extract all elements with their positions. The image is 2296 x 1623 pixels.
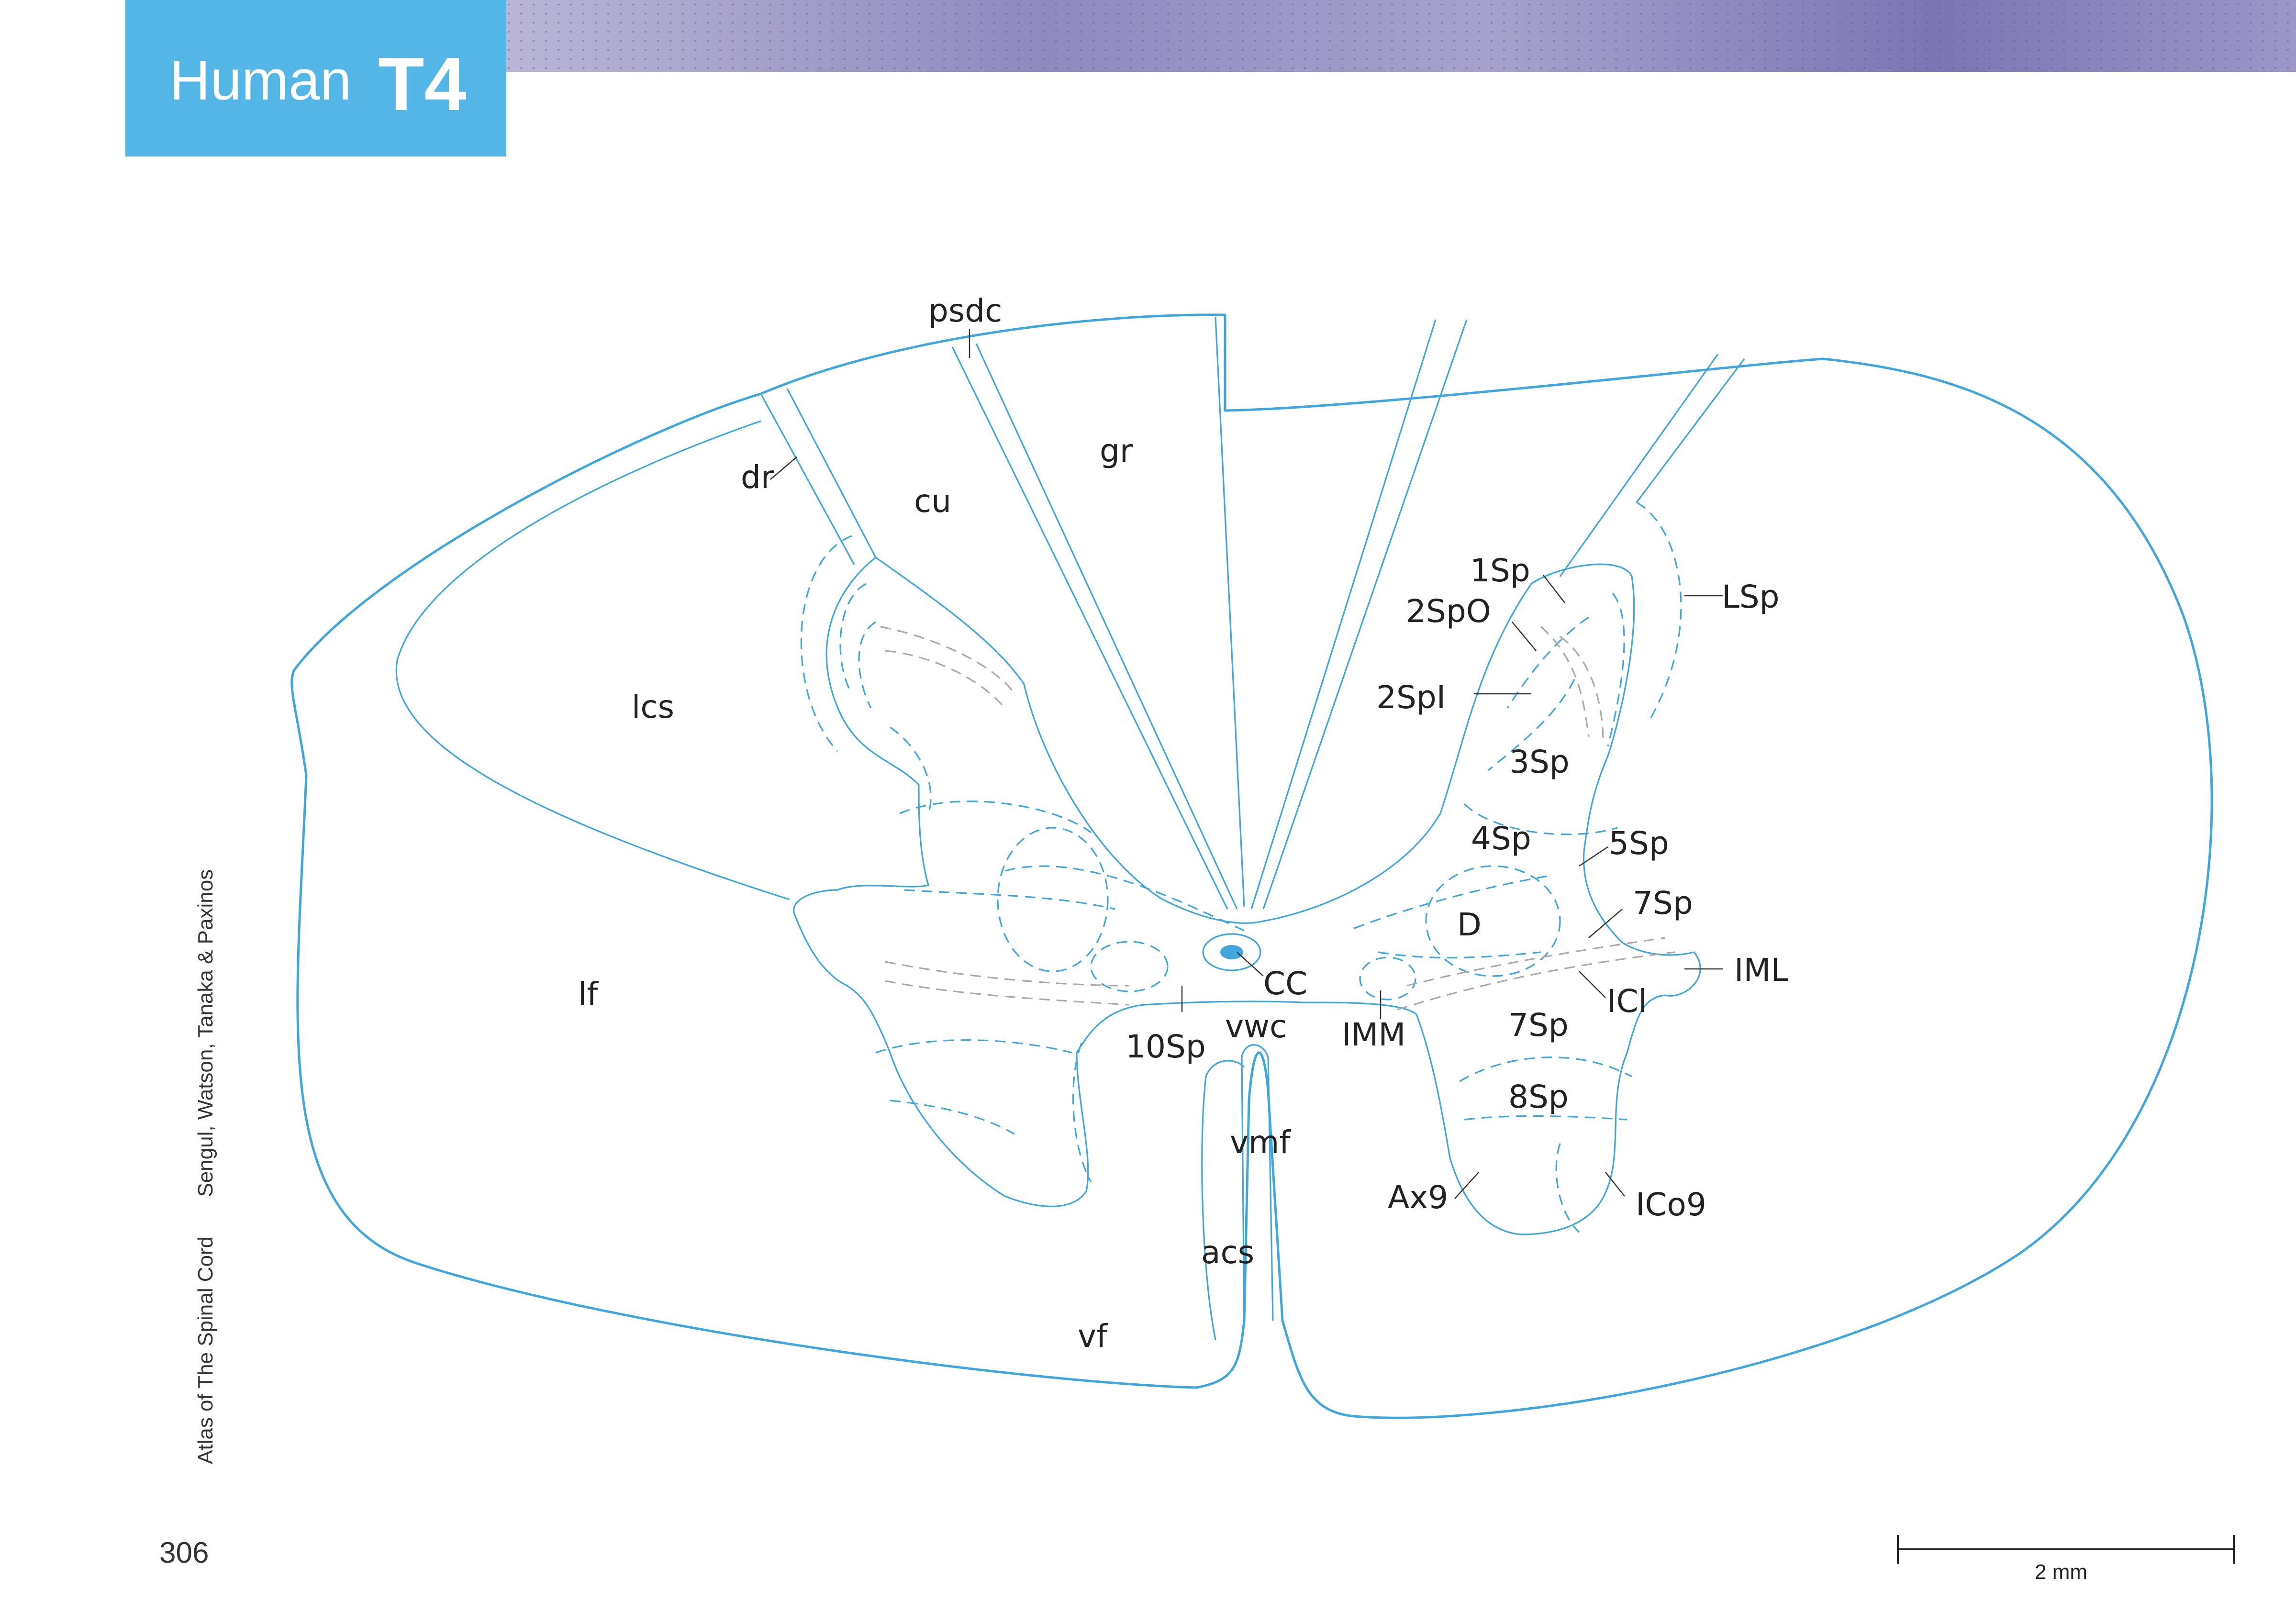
label-10sp: 10Sp bbox=[1126, 1028, 1206, 1065]
central-canal bbox=[1220, 945, 1243, 959]
label-4sp: 4Sp bbox=[1471, 820, 1531, 857]
dorsal-median-septum bbox=[1215, 317, 1245, 907]
label-5sp: 5Sp bbox=[1609, 825, 1669, 862]
nucleus-imm bbox=[1359, 956, 1416, 1000]
gray-boundary-right bbox=[1397, 626, 1675, 1011]
nucleus-left-d bbox=[997, 827, 1109, 972]
label-cu: cu bbox=[914, 483, 951, 520]
label-3sp: 3Sp bbox=[1509, 744, 1570, 780]
label-gr: gr bbox=[1100, 433, 1133, 469]
header-level: T4 bbox=[378, 42, 467, 126]
label-acs: acs bbox=[1201, 1234, 1254, 1271]
label-2spi: 2SpI bbox=[1376, 679, 1446, 716]
label-lf: lf bbox=[578, 976, 599, 1012]
label-dr: dr bbox=[741, 459, 774, 496]
label-psdc: psdc bbox=[928, 292, 1002, 329]
label-2spo: 2SpO bbox=[1406, 593, 1491, 630]
label-lsp: LSp bbox=[1722, 578, 1780, 615]
gr-cu-boundary-a bbox=[951, 346, 1228, 910]
label-lcs: lcs bbox=[632, 689, 674, 725]
label-imm: IMM bbox=[1342, 1016, 1405, 1053]
nucleus-10sp bbox=[1090, 941, 1169, 992]
label-8sp: 8Sp bbox=[1508, 1078, 1569, 1115]
ventral-median-fissure bbox=[1241, 1044, 1274, 1321]
right-gr-boundary-b bbox=[1262, 319, 1468, 910]
left-dorsal-root-a bbox=[760, 393, 855, 565]
label-ax9: Ax9 bbox=[1388, 1179, 1448, 1216]
right-dorsal-root-a bbox=[1559, 354, 1719, 577]
label-vf: vf bbox=[1078, 1318, 1108, 1355]
label-7sp-lower: 7Sp bbox=[1508, 1007, 1569, 1044]
label-d: D bbox=[1457, 906, 1482, 943]
histology-photo-strip bbox=[502, 0, 2296, 72]
gray-boundary-left bbox=[880, 626, 1130, 1006]
right-dorsal-root-b bbox=[1636, 358, 1745, 503]
vertical-credits: Atlas of The Spinal Cord Sengul, Watson,… bbox=[194, 836, 218, 1464]
header-species: Human bbox=[169, 49, 352, 112]
lcs-boundary bbox=[395, 420, 790, 900]
grey-matter-outline bbox=[793, 556, 1701, 1235]
authors: Sengul, Watson, Tanaka & Paxinos bbox=[194, 869, 217, 1197]
label-ico9: ICo9 bbox=[1636, 1186, 1706, 1223]
label-cc: CC bbox=[1263, 965, 1307, 1002]
lamina-boundaries-right bbox=[1354, 501, 1682, 1233]
book-title: Atlas of The Spinal Cord bbox=[194, 1236, 217, 1464]
nucleus-d bbox=[1425, 865, 1561, 977]
label-iml: IML bbox=[1734, 952, 1788, 989]
scale-bar: 2 mm bbox=[1897, 1535, 2235, 1584]
cord-outline bbox=[290, 313, 2213, 1419]
label-vwc: vwc bbox=[1225, 1008, 1287, 1045]
lamina-boundaries-left bbox=[800, 535, 1245, 1182]
label-vmf: vmf bbox=[1230, 1124, 1291, 1161]
page-number: 306 bbox=[159, 1536, 209, 1569]
label-7sp-upper: 7Sp bbox=[1633, 885, 1693, 922]
gr-cu-boundary-b bbox=[975, 343, 1238, 910]
page-header-box: Human T4 bbox=[125, 0, 506, 156]
scale-bar-label: 2 mm bbox=[2035, 1560, 2087, 1584]
right-gr-boundary-a bbox=[1250, 319, 1437, 910]
label-icl: ICl bbox=[1607, 983, 1647, 1020]
left-dorsal-root-b bbox=[786, 388, 877, 558]
acs-outline bbox=[1201, 1060, 1245, 1340]
label-1sp: 1Sp bbox=[1470, 552, 1530, 589]
cc-ring bbox=[1202, 933, 1261, 971]
